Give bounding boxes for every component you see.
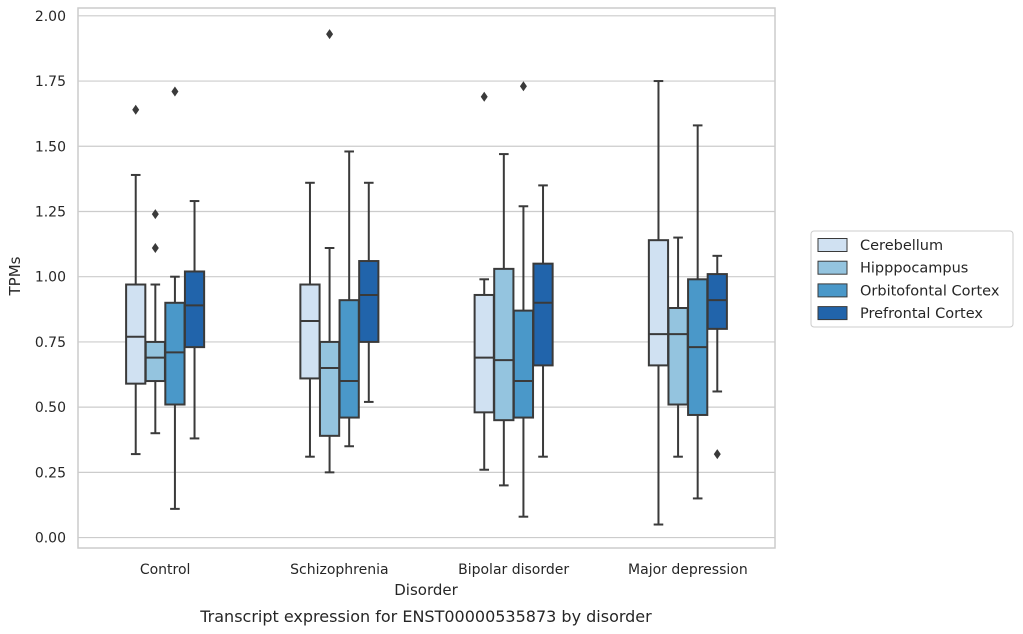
x-tick-labels: Control Schizophrenia Bipolar disorder Majo… (140, 562, 748, 578)
box-hipppocampus (318, 29, 341, 474)
box-cerebellum (299, 181, 321, 458)
x-tick-label: Schizophrenia (290, 562, 388, 578)
box-hipppocampus (493, 153, 515, 487)
chart-caption: Transcript expression for ENST0000053587… (199, 607, 652, 626)
y-tick-label: 1.50 (35, 139, 66, 155)
plot-frame (77, 7, 776, 549)
box-cerebellum (647, 80, 670, 526)
outlier-point (326, 29, 334, 40)
box-orbitofontal-cortex (512, 81, 535, 518)
box-prefrontal-cortex (532, 184, 554, 458)
box-hipppocampus (667, 236, 689, 458)
legend-swatch (817, 260, 848, 275)
legend-frame (810, 230, 1014, 328)
box-cerebellum (473, 91, 495, 471)
legend-label: Cerebellum (860, 238, 943, 254)
box-prefrontal-cortex (706, 254, 728, 460)
legend-label: Orbitofontal Cortex (860, 283, 1000, 299)
box-cerebellum (125, 104, 147, 456)
box-iqr (647, 239, 670, 367)
legend-label: Hipppocampus (860, 261, 968, 277)
outlier-point (519, 81, 527, 92)
x-tick-label: Bipolar disorder (458, 562, 569, 578)
y-tick-label: 1.25 (35, 204, 66, 220)
outlier-point (713, 449, 721, 460)
box-iqr (299, 283, 321, 380)
box-orbitofontal-cortex (164, 86, 186, 510)
box-orbitofontal-cortex (687, 124, 709, 500)
y-tick-label: 0.00 (35, 531, 66, 547)
box-iqr (512, 309, 535, 419)
x-tick-label: Control (140, 562, 191, 578)
outlier-point (171, 86, 179, 97)
grid-lines (78, 15, 775, 539)
legend-swatch (817, 306, 848, 321)
y-axis-title: TPMs (6, 256, 24, 296)
box-prefrontal-cortex (183, 200, 206, 440)
box-iqr (358, 260, 380, 343)
y-tick-label: 0.25 (35, 465, 66, 481)
legend-swatch (817, 283, 848, 298)
y-tick-label: 1.00 (35, 270, 66, 286)
x-axis-title: Disorder (394, 581, 458, 599)
outlier-point (151, 209, 159, 220)
legend-swatch (817, 238, 848, 252)
box-iqr (667, 307, 689, 406)
box-iqr (473, 293, 495, 414)
x-tick-label: Major depression (628, 562, 748, 578)
box-iqr (318, 340, 341, 437)
outlier-point (151, 243, 159, 253)
y-tick-labels: 0.00 0.25 0.50 0.75 1.00 1.25 1.50 1.75 2.00 (35, 9, 66, 547)
y-tick-label: 2.00 (35, 9, 66, 25)
y-tick-label: 1.75 (35, 74, 66, 90)
box-iqr (144, 340, 166, 383)
box-iqr (125, 283, 147, 385)
box-iqr (338, 299, 360, 419)
box-orbitofontal-cortex (338, 150, 360, 448)
outlier-point (480, 91, 488, 102)
box-iqr (706, 273, 728, 330)
outlier-point (132, 104, 140, 115)
legend: Cerebellum Hipppocampus Orbitofontal Corte… (810, 230, 1014, 328)
box-iqr (164, 301, 186, 406)
box-hipppocampus (144, 209, 166, 435)
boxes-layer (125, 29, 728, 526)
box-iqr (183, 270, 206, 349)
y-tick-label: 0.75 (35, 335, 66, 351)
y-tick-label: 0.50 (35, 400, 66, 416)
box-prefrontal-cortex (358, 181, 380, 403)
legend-label: Prefrontal Cortex (860, 306, 983, 322)
box-iqr (493, 267, 515, 422)
box-iqr (532, 262, 554, 367)
